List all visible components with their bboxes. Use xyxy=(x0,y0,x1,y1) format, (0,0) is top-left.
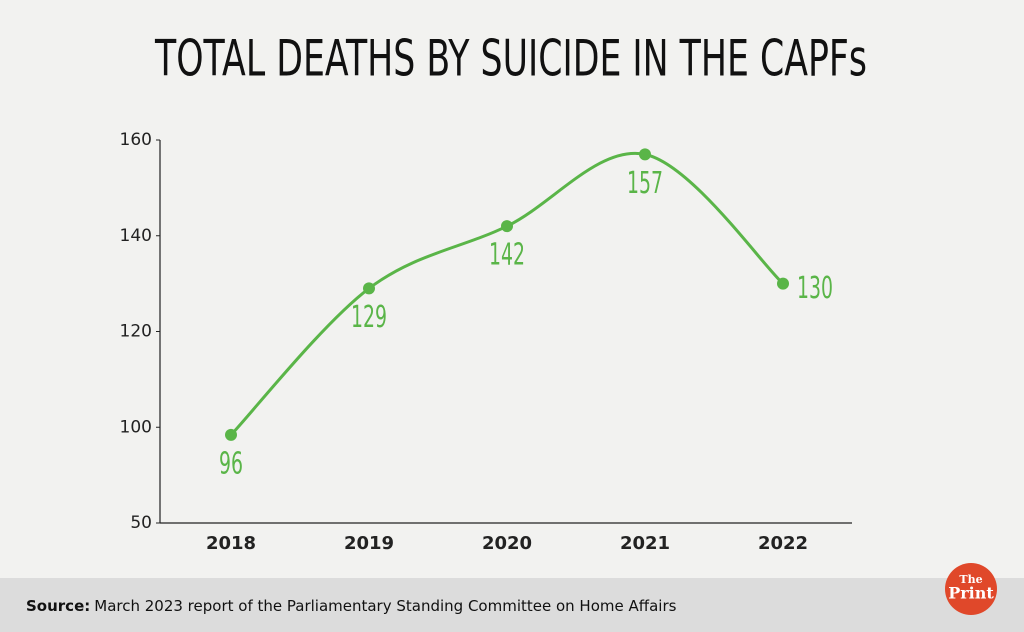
x-tick-label: 2018 xyxy=(206,533,256,554)
source: Source: March 2023 report of the Parliame… xyxy=(26,597,677,615)
x-tick-label: 2019 xyxy=(344,533,394,554)
logo-text: The xyxy=(959,573,982,586)
source-text: March 2023 report of the Parliamentary S… xyxy=(94,597,676,615)
x-tick-label: 2021 xyxy=(620,533,670,554)
y-tick-label: 100 xyxy=(120,417,152,437)
y-tick-label: 120 xyxy=(120,322,152,342)
value-label: 142 xyxy=(489,238,525,273)
point xyxy=(501,220,513,233)
value-label: 130 xyxy=(797,271,833,306)
chart-title: TOTAL DEATHS BY SUICIDE IN THE CAPFs xyxy=(154,30,867,88)
point xyxy=(777,277,789,290)
y-tick-label: 50 xyxy=(130,513,152,533)
point xyxy=(363,282,375,295)
x-tick-label: 2020 xyxy=(482,533,532,554)
value-label: 96 xyxy=(219,446,243,481)
source-label: Source: xyxy=(26,597,90,615)
point xyxy=(639,148,651,161)
footer-band xyxy=(0,578,1024,632)
y-tick-label: 140 xyxy=(120,226,152,246)
logo-circle xyxy=(945,563,997,615)
y-tick-label: 160 xyxy=(120,130,152,150)
x-tick-label: 2022 xyxy=(758,533,808,554)
value-label: 129 xyxy=(351,300,387,335)
logo-text: Print xyxy=(948,584,994,603)
value-label: 157 xyxy=(627,166,663,201)
point xyxy=(225,428,237,441)
